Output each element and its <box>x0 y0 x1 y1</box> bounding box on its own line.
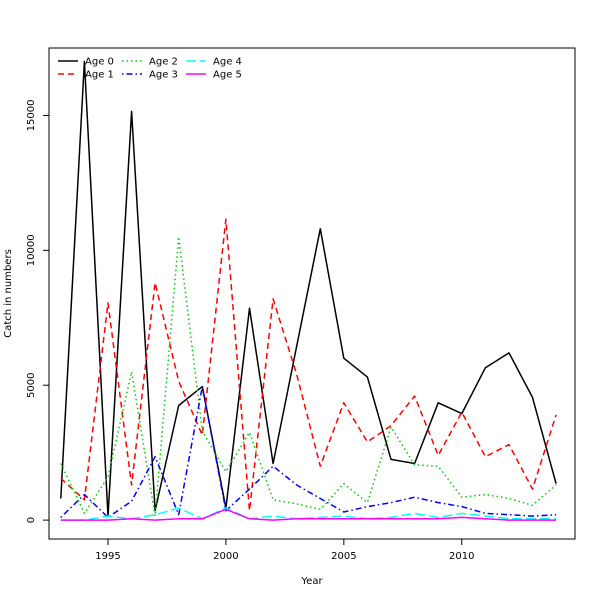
plot-frame <box>48 47 576 540</box>
series-line-age-0 <box>60 60 557 517</box>
legend-label: Age 5 <box>213 70 242 81</box>
y-axis: 0 5000 10000 15000 <box>26 100 49 523</box>
legend-label: Age 2 <box>149 57 178 68</box>
x-tick-label: 2005 <box>331 551 356 562</box>
series-line-age-1 <box>60 218 557 512</box>
series-line-age-3 <box>60 385 557 519</box>
legend-label: Age 1 <box>85 70 114 81</box>
series-layer <box>60 60 557 521</box>
x-tick-label: 1995 <box>95 551 120 562</box>
x-tick-label: 2010 <box>449 551 474 562</box>
series-line-age-5 <box>60 508 557 521</box>
y-tick-label: 15000 <box>26 100 37 132</box>
x-tick-label: 2000 <box>213 551 238 562</box>
legend-label: Age 0 <box>85 57 114 68</box>
legend-label: Age 4 <box>213 57 242 68</box>
x-axis: 1995 2000 2005 2010 <box>95 539 475 562</box>
y-tick-label: 5000 <box>26 372 37 397</box>
series-line-age-2 <box>60 236 557 517</box>
legend: Age 0 Age 1 Age 2 Age 3 Age 4 Age 5 <box>58 57 242 81</box>
x-axis-title: Year <box>300 576 323 587</box>
y-axis-title: Catch in numbers <box>3 249 14 338</box>
y-tick-label: 0 <box>26 517 37 523</box>
y-tick-label: 10000 <box>26 234 37 266</box>
legend-label: Age 3 <box>149 70 178 81</box>
